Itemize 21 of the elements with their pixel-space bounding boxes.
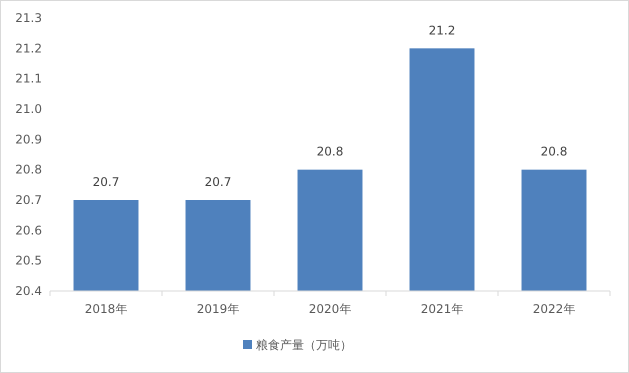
x-tick-label: 2021年: [420, 302, 464, 316]
data-label: 20.7: [204, 175, 232, 189]
y-tick-label: 20.7: [15, 193, 42, 207]
y-tick-label: 20.4: [15, 284, 42, 298]
legend-label: 粮食产量（万吨）: [256, 338, 352, 352]
data-label: 21.2: [428, 23, 456, 38]
y-tick-label: 21.0: [15, 102, 42, 116]
y-tick-label: 21.1: [15, 72, 42, 86]
data-label: 20.7: [92, 175, 120, 189]
x-tick-label: 2019年: [196, 302, 240, 316]
data-label: 20.8: [316, 144, 344, 159]
y-tick-label: 20.6: [15, 223, 42, 238]
y-tick-label: 21.3: [15, 11, 42, 25]
x-tick-label: 2018年: [84, 302, 128, 316]
x-tick-label: 2020年: [308, 302, 352, 316]
data-label: 20.8: [540, 144, 568, 159]
y-tick-label: 20.9: [15, 132, 42, 146]
y-tick-label: 20.5: [15, 254, 42, 268]
y-tick-label: 21.2: [15, 41, 42, 56]
x-tick-label: 2022年: [532, 302, 576, 316]
y-tick-label: 20.8: [15, 162, 42, 177]
